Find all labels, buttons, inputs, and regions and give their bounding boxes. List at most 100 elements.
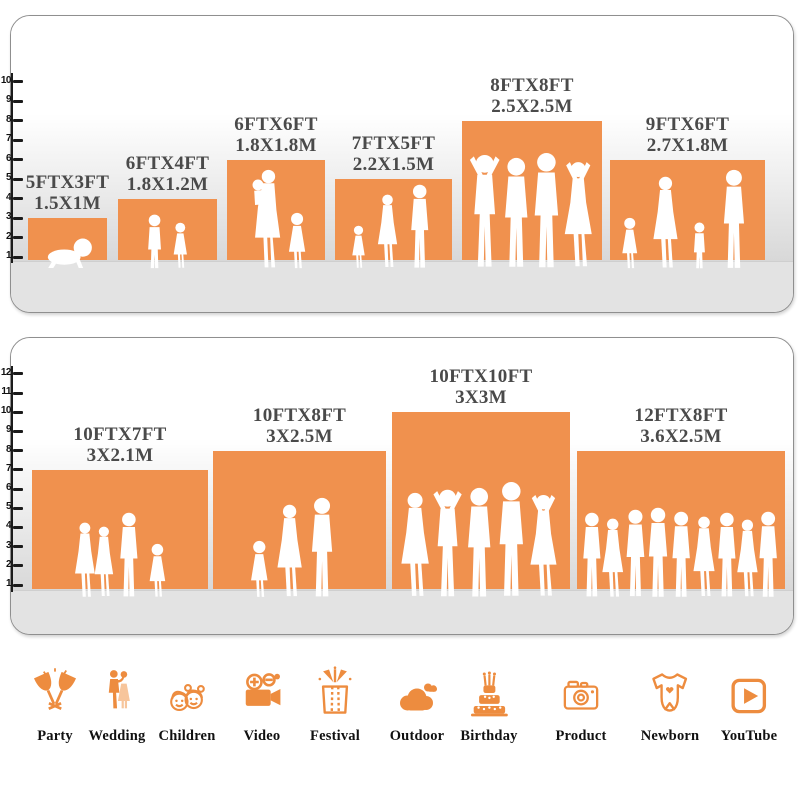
- category-label: Newborn: [640, 728, 700, 744]
- size-feet-text: 6FTX6FT: [234, 113, 318, 135]
- size-meters-text: 3.6X2.5M: [640, 425, 722, 447]
- ruler-number: 12: [0, 366, 12, 378]
- backdrop-size-label: 12FTX8FT 3.6X2.5M: [586, 405, 776, 447]
- category-label: Festival: [310, 728, 360, 744]
- ruler-number: 8: [5, 113, 12, 125]
- size-feet-text: 12FTX8FT: [634, 404, 728, 426]
- ruler-number: 2: [5, 230, 12, 242]
- ruler-tick: [13, 255, 23, 259]
- size-feet-text: 8FTX8FT: [490, 74, 574, 96]
- birthday-icon: [463, 659, 515, 721]
- size-feet-text: 10FTX7FT: [73, 423, 167, 445]
- category-product: Product: [554, 659, 608, 745]
- size-meters-text: 2.5X2.5M: [491, 95, 573, 117]
- ruler-number: 4: [5, 191, 12, 203]
- silhouette-man: [402, 184, 437, 269]
- wedding-icon: [95, 659, 139, 721]
- size-meters-text: 3X2.1M: [86, 444, 154, 466]
- size-meters-text: 2.2X1.5M: [352, 154, 435, 175]
- ruler-number: 10: [0, 74, 12, 86]
- ruler-number: 2: [5, 558, 12, 570]
- product-icon: [554, 659, 608, 721]
- size-meters-text: 1.5X1M: [34, 193, 101, 214]
- silhouette-man: [750, 511, 786, 598]
- backdrop-size-label: 10FTX7FT 3X2.1M: [25, 424, 215, 466]
- category-label: Wedding: [88, 728, 146, 744]
- size-meters-text: 3X3M: [455, 387, 507, 409]
- backdrop-size-label: 8FTX8FT 2.5X2.5M: [437, 75, 627, 117]
- ruler-tick: [13, 429, 23, 433]
- ruler-tick: [13, 197, 23, 200]
- ruler-tick: [13, 80, 23, 83]
- category-youtube: YouTube: [721, 659, 777, 745]
- ruler-number: 8: [5, 443, 12, 455]
- size-feet-text: 5FTX3FT: [25, 172, 110, 193]
- ruler-tick: [13, 583, 23, 587]
- category-birthday: Birthday: [460, 659, 517, 745]
- ruler-tick: [13, 506, 23, 510]
- size-meters-text: 1.8X1.2M: [126, 173, 209, 195]
- ruler-tick: [13, 99, 23, 103]
- ruler-number: 1: [5, 578, 12, 589]
- silhouette-baby: [38, 236, 96, 269]
- silhouette-girl: [143, 543, 172, 598]
- ruler-spine: [11, 73, 13, 263]
- backdrop-size-label: 7FTX5FT 2.2X1.5M: [299, 133, 489, 175]
- ruler-tick: [13, 177, 23, 181]
- category-label: Outdoor: [389, 728, 445, 744]
- newborn-icon: [644, 659, 696, 721]
- category-label: Party: [37, 728, 73, 744]
- size-feet-text: 9FTX6FT: [645, 113, 730, 135]
- youtube-icon: [724, 659, 774, 721]
- category-party: Party: [28, 659, 82, 745]
- silhouette-boy: [687, 222, 712, 269]
- ruler-tick: [13, 236, 23, 239]
- size-meters-text: 2.7X1.8M: [646, 134, 729, 156]
- ruler-number: 3: [5, 539, 12, 551]
- ruler-tick: [13, 410, 23, 414]
- ruler-number: 3: [5, 211, 12, 222]
- ruler-spine: [11, 366, 13, 592]
- ruler-tick: [13, 468, 23, 472]
- silhouette-girl: [616, 217, 644, 269]
- silhouette-man: [111, 512, 147, 598]
- silhouette-girl: [282, 212, 312, 269]
- ruler-number: 1: [5, 250, 12, 261]
- ruler-tick: [13, 391, 23, 395]
- category-label: Children: [158, 728, 216, 744]
- ruler-number: 7: [5, 462, 12, 474]
- ruler-number: 7: [5, 133, 12, 144]
- ruler-number: 6: [5, 152, 12, 164]
- silhouette-man: [713, 169, 755, 270]
- category-newborn: Newborn: [641, 659, 700, 745]
- silhouette-man: [301, 497, 343, 598]
- children-icon: [159, 659, 215, 721]
- backdrop-size-label: 6FTX6FT 1.8X1.8M: [181, 114, 371, 156]
- ruler-tick: [13, 449, 23, 453]
- silhouette-woman: [646, 176, 685, 269]
- size-feet-text: 6FTX4FT: [125, 152, 210, 174]
- silhouette-woman: [372, 194, 403, 269]
- category-label: Product: [555, 728, 607, 744]
- ruler-tick: [13, 372, 23, 376]
- backdrop-bar-6ftx4ft: [118, 198, 217, 260]
- ruler-tick: [13, 545, 23, 549]
- silhouette-woman-up: [555, 157, 602, 269]
- size-meters-text: 3X2.5M: [266, 425, 333, 447]
- silhouette-boy: [140, 214, 169, 269]
- ruler-number: 9: [5, 424, 12, 436]
- ruler-number: 5: [5, 501, 12, 513]
- backdrop-size-label: 10FTX10FT 3X3M: [386, 366, 576, 408]
- size-feet-text: 10FTX10FT: [429, 366, 533, 388]
- silhouette-mom-baby: [245, 169, 287, 270]
- ruler-tick: [13, 487, 23, 491]
- ruler-number: 5: [5, 172, 12, 183]
- video-icon: [234, 659, 290, 721]
- backdrop-size-label: 9FTX6FT 2.7X1.8M: [593, 114, 783, 156]
- silhouette-girl: [168, 222, 193, 269]
- festival-icon: [309, 659, 361, 721]
- silhouette-woman-up: [521, 490, 566, 598]
- size-feet-text: 10FTX8FT: [252, 404, 347, 426]
- size-feet-text: 7FTX5FT: [351, 133, 436, 154]
